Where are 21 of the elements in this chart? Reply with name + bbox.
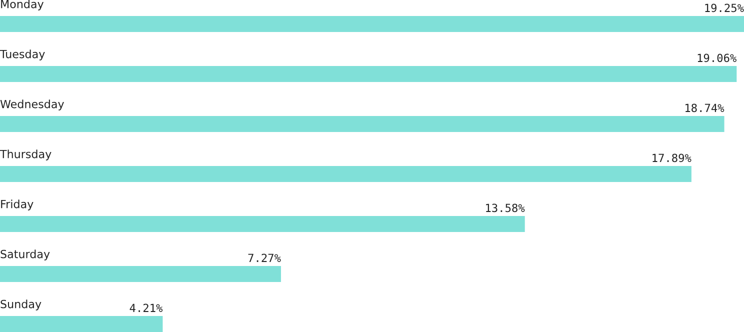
data-label: 19.25% — [705, 4, 744, 12]
bar — [0, 66, 737, 82]
bar — [0, 316, 163, 332]
y-tick-label: Sunday — [0, 300, 42, 310]
y-tick-label: Friday — [1, 200, 34, 210]
data-label: 18.74% — [685, 104, 724, 112]
bar — [0, 266, 281, 282]
y-tick-label: Monday — [1, 0, 44, 10]
data-label: 7.27% — [248, 254, 281, 262]
y-tick-label: Tuesday — [0, 50, 45, 60]
bar — [0, 216, 525, 232]
bar — [0, 116, 724, 132]
y-tick-label: Saturday — [0, 250, 50, 260]
data-label: 4.21% — [130, 304, 163, 312]
bar — [0, 166, 692, 182]
data-label: 19.06% — [698, 54, 736, 62]
y-tick-label: Wednesday — [0, 100, 64, 110]
data-label: 13.58% — [486, 204, 525, 212]
data-label: 17.89% — [652, 154, 692, 162]
bar — [0, 16, 744, 32]
y-tick-label: Thursday — [0, 150, 52, 160]
